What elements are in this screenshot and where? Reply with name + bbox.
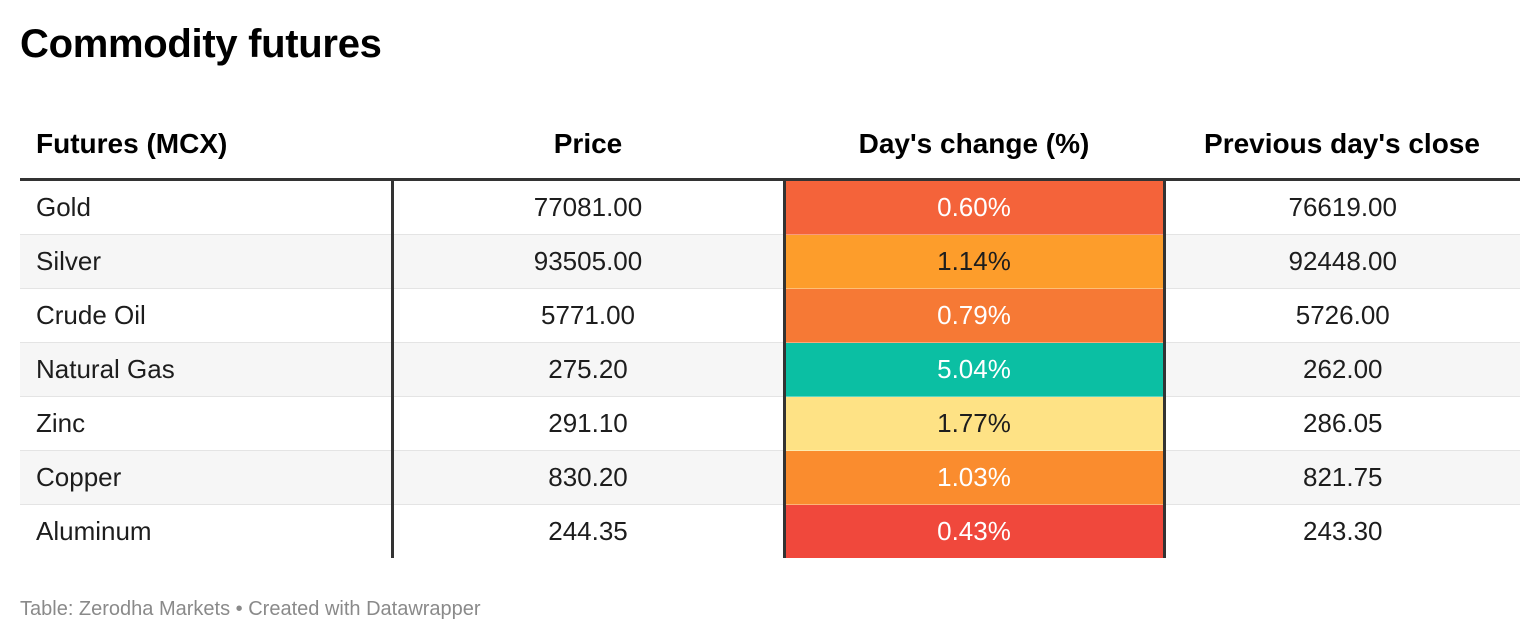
cell-price: 291.10 [392, 396, 786, 451]
cell-days-change: 0.60% [784, 179, 1166, 235]
table-row: Gold 77081.00 0.60% 76619.00 [20, 179, 1520, 235]
cell-price: 244.35 [392, 504, 786, 558]
cell-futures-name: Zinc [20, 396, 394, 451]
chart-title: Commodity futures [20, 22, 382, 66]
cell-price: 275.20 [392, 342, 786, 397]
table-row: Crude Oil 5771.00 0.79% 5726.00 [20, 288, 1520, 343]
cell-previous-close: 286.05 [1164, 396, 1520, 451]
cell-previous-close: 76619.00 [1164, 179, 1520, 235]
commodity-futures-table: Futures (MCX) Price Day's change (%) Pre… [20, 110, 1520, 558]
table-row: Silver 93505.00 1.14% 92448.00 [20, 234, 1520, 289]
table-row: Zinc 291.10 1.77% 286.05 [20, 396, 1520, 451]
cell-price: 93505.00 [392, 234, 786, 289]
column-header-futures: Futures (MCX) [20, 110, 392, 181]
footer-separator: • [230, 598, 249, 620]
cell-days-change: 0.79% [784, 288, 1166, 343]
footer-credit: Created with Datawrapper [248, 598, 481, 620]
cell-futures-name: Copper [20, 450, 394, 505]
cell-previous-close: 243.30 [1302, 516, 1383, 546]
cell-price: 830.20 [392, 450, 786, 505]
cell-price: 77081.00 [392, 179, 786, 235]
cell-days-change: 1.14% [784, 234, 1166, 289]
table-row: Natural Gas 275.20 5.04% 262.00 [20, 342, 1520, 397]
cell-days-change: 0.43% [784, 504, 1166, 558]
table-row: Copper 830.20 1.03% 821.75 [20, 450, 1520, 505]
cell-previous-close: 92448.00 [1164, 234, 1520, 289]
cell-days-change: 5.04% [784, 342, 1166, 397]
footer: Table: Zerodha Markets • Created with Da… [20, 598, 481, 621]
cell-price: 5771.00 [392, 288, 786, 343]
cell-days-change: 1.77% [784, 396, 1166, 451]
cell-previous-close: 262.00 [1164, 342, 1520, 397]
column-header-price: Price [392, 110, 784, 181]
cell-days-change: 1.03% [784, 450, 1166, 505]
footer-source: Table: Zerodha Markets [20, 598, 231, 620]
column-header-previous-close: Previous day's close [1164, 110, 1520, 181]
cell-previous-close: 821.75 [1164, 450, 1520, 505]
cell-futures-name: Gold [20, 179, 394, 235]
cell-futures-name: Aluminum [20, 504, 394, 558]
cell-futures-name: Crude Oil [20, 288, 394, 343]
cell-futures-name: Natural Gas [20, 342, 394, 397]
cell-futures-name: Silver [20, 234, 394, 289]
column-header-days-change: Day's change (%) [784, 110, 1164, 181]
cell-previous-close: 5726.00 [1164, 288, 1520, 343]
table-body: Gold 77081.00 0.60% 76619.00 Silver 93505.00 1… [20, 179, 1520, 558]
table-row: Aluminum 244.35 0.43% 243.30 [20, 504, 1520, 558]
header-row: Futures (MCX) Price Day's change (%) Pre… [20, 110, 1520, 181]
